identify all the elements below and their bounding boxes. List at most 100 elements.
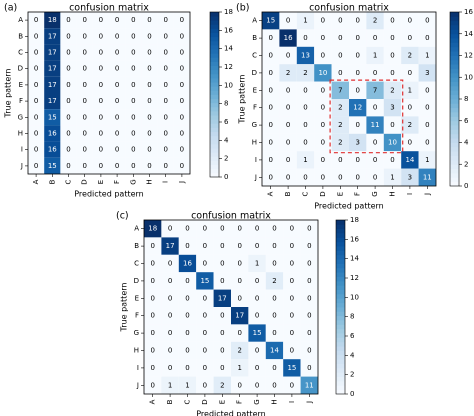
cell-value-label: 0 <box>321 104 325 112</box>
colorbar-segment <box>336 280 345 286</box>
heatmap-cell <box>178 341 197 360</box>
cell-value-label: 0 <box>203 225 207 233</box>
cell-value-label: 0 <box>180 32 184 40</box>
cell-value-label: 0 <box>168 294 172 302</box>
heatmap-cell <box>314 29 332 47</box>
y-tick-label: G <box>18 113 23 121</box>
colorbar-segment <box>336 380 345 386</box>
heatmap-cell <box>141 157 158 174</box>
cell-value-label: 0 <box>355 69 359 77</box>
heatmap-cell <box>109 109 126 126</box>
cell-value-label: 0 <box>34 49 38 57</box>
cell-value-label: 0 <box>220 242 224 250</box>
cell-value-label: 0 <box>66 97 70 105</box>
colorbar-segment <box>336 311 345 317</box>
cell-value-label: 0 <box>163 65 167 73</box>
heatmap-cell <box>314 151 332 169</box>
colorbar-segment <box>210 148 219 153</box>
cell-value-label: 0 <box>307 260 311 268</box>
cell-value-label: 0 <box>82 32 86 40</box>
cell-value-label: 0 <box>168 329 172 337</box>
cell-value-label: 14 <box>270 347 279 355</box>
cell-value-label: 0 <box>286 139 290 147</box>
cell-value-label: 17 <box>166 242 175 250</box>
cell-value-label: 0 <box>150 329 154 337</box>
cell-value-label: 2 <box>237 347 241 355</box>
y-tick-label: D <box>252 69 257 77</box>
cell-value-label: 0 <box>373 139 377 147</box>
heatmap-cell <box>314 46 332 65</box>
heatmap-cell <box>161 272 179 290</box>
heatmap-cell <box>383 151 402 169</box>
heatmap-cell <box>196 254 214 273</box>
heatmap-cell <box>213 307 231 325</box>
colorbar-segment <box>210 24 219 29</box>
cell-value-label: 17 <box>48 97 57 105</box>
cell-value-label: 0 <box>150 277 154 285</box>
cell-value-label: 0 <box>408 69 412 77</box>
heatmap-cell <box>248 272 266 290</box>
cell-value-label: 0 <box>255 312 259 320</box>
x-tick-label: F <box>354 192 362 196</box>
chart-title: confusion matrix <box>309 3 389 14</box>
colorbar-segment <box>336 267 345 273</box>
cell-value-label: 0 <box>237 225 241 233</box>
heatmap-cell <box>383 133 402 152</box>
heatmap-cell <box>141 28 158 45</box>
colorbar-segment <box>450 99 459 104</box>
cell-value-label: 17 <box>48 65 57 73</box>
colorbar-tick-label: 2 <box>464 160 468 168</box>
colorbar-segment <box>336 328 345 334</box>
cell-value-label: 0 <box>168 225 172 233</box>
chart-title: confusion matrix <box>191 211 271 222</box>
heatmap-cell <box>300 289 318 307</box>
x-tick-label: D <box>201 399 209 404</box>
y-tick-label: A <box>134 225 139 233</box>
cell-value-label: 0 <box>34 81 38 89</box>
cell-value-label: 0 <box>255 225 259 233</box>
heatmap-cell <box>28 157 45 174</box>
cell-value-label: 0 <box>66 130 70 138</box>
heatmap-cell <box>300 376 318 394</box>
heatmap-cell <box>248 376 266 394</box>
x-axis-label: Predicted pattern <box>314 202 384 211</box>
heatmap-cell <box>418 64 436 82</box>
cell-value-label: 0 <box>34 146 38 154</box>
colorbar-tick-label: 6 <box>464 117 469 125</box>
cell-value-label: 0 <box>220 260 224 268</box>
colorbar-segment <box>450 142 459 148</box>
heatmap-cell <box>262 46 280 65</box>
heatmap-cell <box>366 29 384 47</box>
heatmap-cell <box>279 81 297 99</box>
cell-value-label: 0 <box>115 113 119 121</box>
heatmap-cell <box>44 12 61 29</box>
colorbar-segment <box>336 354 345 360</box>
heatmap-cell <box>418 29 436 47</box>
y-tick-label: B <box>134 242 139 250</box>
cell-value-label: 0 <box>255 294 259 302</box>
heatmap-cell <box>76 44 93 61</box>
heatmap-cell <box>157 109 174 126</box>
x-tick-label: D <box>81 179 89 184</box>
cell-value-label: 0 <box>147 32 151 40</box>
colorbar-segment <box>210 156 219 161</box>
cell-value-label: 0 <box>163 130 167 138</box>
colorbar-segment <box>336 259 345 264</box>
heatmap-cell <box>418 168 436 186</box>
colorbar-tick-label: 10 <box>350 293 359 301</box>
heatmap-cell <box>76 60 93 77</box>
cell-value-label: 0 <box>99 97 103 105</box>
colorbar-segment <box>336 320 345 325</box>
colorbar-segment <box>450 20 459 26</box>
x-tick-label: B <box>166 399 174 404</box>
cell-value-label: 0 <box>115 65 119 73</box>
cell-value-label: 0 <box>66 16 70 24</box>
heatmap-cell <box>314 81 332 99</box>
cell-value-label: 0 <box>185 312 189 320</box>
colorbar-segment <box>210 53 219 58</box>
cell-value-label: 11 <box>423 173 432 181</box>
x-tick-label: G <box>129 179 137 184</box>
colorbar-segment <box>450 85 459 91</box>
x-tick-label: J <box>178 181 186 184</box>
heatmap-cell <box>161 237 179 255</box>
